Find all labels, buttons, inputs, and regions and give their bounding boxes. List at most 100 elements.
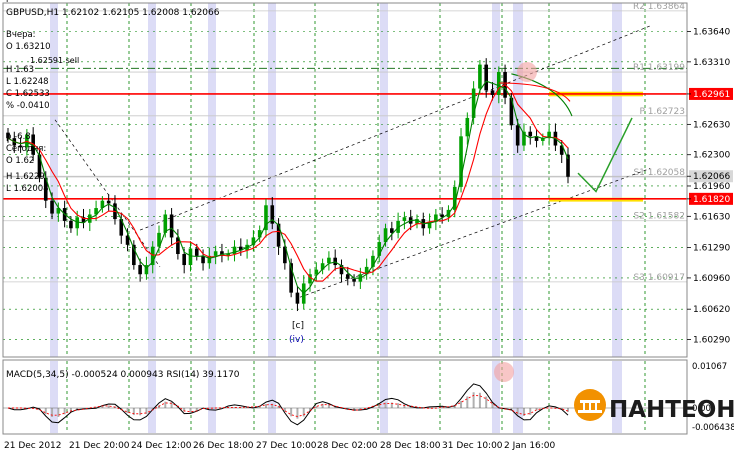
candle-body: [452, 186, 457, 210]
info-line: O 1.63210: [6, 42, 51, 52]
candle-body: [528, 131, 533, 137]
candle-body: [150, 246, 155, 266]
session-band: [380, 3, 388, 357]
candle-body: [106, 200, 111, 204]
macd-y-label: 0.01067: [692, 362, 727, 372]
candle-body: [132, 244, 136, 266]
candle-body: [50, 200, 54, 214]
candle-body: [157, 232, 161, 247]
candle-body: [257, 230, 262, 238]
candle-body: [194, 248, 199, 256]
candles: [6, 58, 570, 312]
channel-line: [299, 168, 651, 298]
candle-body: [295, 292, 300, 304]
candle-body: [201, 255, 205, 264]
x-tick-label: 2 Jan 16:00: [504, 441, 556, 451]
wave-label-c: [c]: [292, 321, 304, 331]
session-band-macd: [513, 361, 523, 433]
moving-averages: [7, 73, 573, 294]
forecast-path: [577, 117, 633, 193]
candle-body: [320, 263, 325, 270]
candle-body: [169, 214, 174, 238]
pivot-label: S3 1.60917: [633, 273, 685, 283]
candle-body: [496, 71, 501, 95]
candle-body: [434, 214, 438, 222]
pivot-levels: R2 1.63864 R1 1.63199 P 1.62723 S1 1.62058 S…: [3, 2, 687, 283]
symbol-line: GBPUSD,H1 1.62102 1.62105 1.62008 1.6206…: [6, 8, 220, 18]
candle-body: [270, 205, 275, 224]
candle-body: [465, 117, 470, 137]
candle-body: [283, 246, 287, 264]
candle-body: [69, 220, 73, 229]
session-band: [148, 3, 156, 357]
candle-body: [43, 177, 48, 201]
logo-columns: [578, 400, 602, 413]
candle-body: [251, 237, 256, 245]
session-band-macd: [208, 361, 216, 433]
candle-body: [566, 154, 570, 177]
candle-body: [515, 125, 520, 146]
session-band-macd: [148, 361, 156, 433]
y-tick-label: 1.60960: [693, 274, 730, 284]
candle-body: [522, 131, 526, 146]
y-tick-label: 1.62961: [693, 90, 730, 100]
y-label-bg: [689, 87, 733, 100]
pivot-label: S2 1.61582: [633, 212, 685, 222]
x-tick-label: 24 Dec 12:00: [131, 441, 192, 451]
highlight-macd: [494, 362, 514, 382]
candle-body: [383, 228, 388, 243]
macd-label: MACD(5,34,5) -0.000524 0.000943 RSI(14) …: [6, 370, 240, 380]
candle-body: [18, 145, 23, 148]
wave-label-iv: (iv): [289, 335, 304, 345]
y-label-bg: [689, 170, 733, 183]
candle-body: [81, 217, 86, 223]
session-band-macd: [612, 361, 622, 433]
y-tick-label: 1.60620: [693, 305, 730, 315]
panteon-logo: ПАНТЕОН: [574, 389, 734, 423]
info-line: Вчера:: [6, 30, 36, 40]
candle-body: [352, 278, 356, 282]
candle-body: [534, 136, 539, 141]
info-panel: Вчера: O 1.63210 H 1.63 L 1.62248 C 1.62533%…: [6, 0, 51, 194]
macd-y-axis: 0.01067 0.00 -0.006438: [692, 362, 734, 433]
y-tick-label: 1.62630: [693, 120, 730, 130]
candle-body: [232, 246, 237, 255]
candle-body: [547, 131, 551, 139]
candle-body: [213, 251, 218, 256]
info-line: C 1.62533: [6, 89, 50, 99]
x-tick-label: 21 Dec 2012: [4, 441, 62, 451]
x-tick-label: 28 Dec 18:00: [380, 441, 441, 451]
session-band-macd: [268, 361, 276, 433]
y-tick-label: 1.61630: [693, 212, 730, 222]
info-line: H 1.63: [6, 65, 34, 75]
macd-y-label: 0.00: [692, 404, 711, 414]
candle-body: [163, 214, 168, 233]
x-axis: 21 Dec 2012 21 Dec 20:00 24 Dec 12:00 26 De…: [4, 441, 556, 451]
candle-body: [471, 88, 476, 118]
x-tick-label: 26 Dec 18:00: [193, 441, 254, 451]
candle-body: [75, 217, 80, 229]
candle-body: [377, 242, 382, 256]
y-label-bg: [689, 192, 733, 205]
pivot-label: P 1.62723: [639, 107, 685, 117]
y-tick-label: 1.62300: [693, 151, 730, 161]
channel-line: [139, 25, 651, 231]
session-band: [513, 3, 523, 357]
info-line: H 1.6229: [6, 172, 45, 182]
info-line: Сегодня:: [6, 144, 46, 154]
candle-body: [440, 214, 444, 218]
candle-body: [6, 132, 10, 139]
candle-body: [182, 254, 186, 266]
session-band-macd: [492, 361, 500, 433]
candle-body: [490, 90, 495, 95]
info-line: O 1.62: [6, 156, 34, 166]
session-band: [612, 3, 622, 357]
candle-body: [119, 219, 124, 236]
session-band-macd: [380, 361, 388, 433]
candle-body: [390, 228, 394, 233]
info-line: p -46.7: [6, 0, 36, 3]
y-tick-label: 1.63640: [693, 28, 730, 38]
candle-body: [364, 266, 369, 275]
x-tick-label: 27 Dec 10:00: [256, 441, 317, 451]
session-band: [268, 3, 276, 357]
